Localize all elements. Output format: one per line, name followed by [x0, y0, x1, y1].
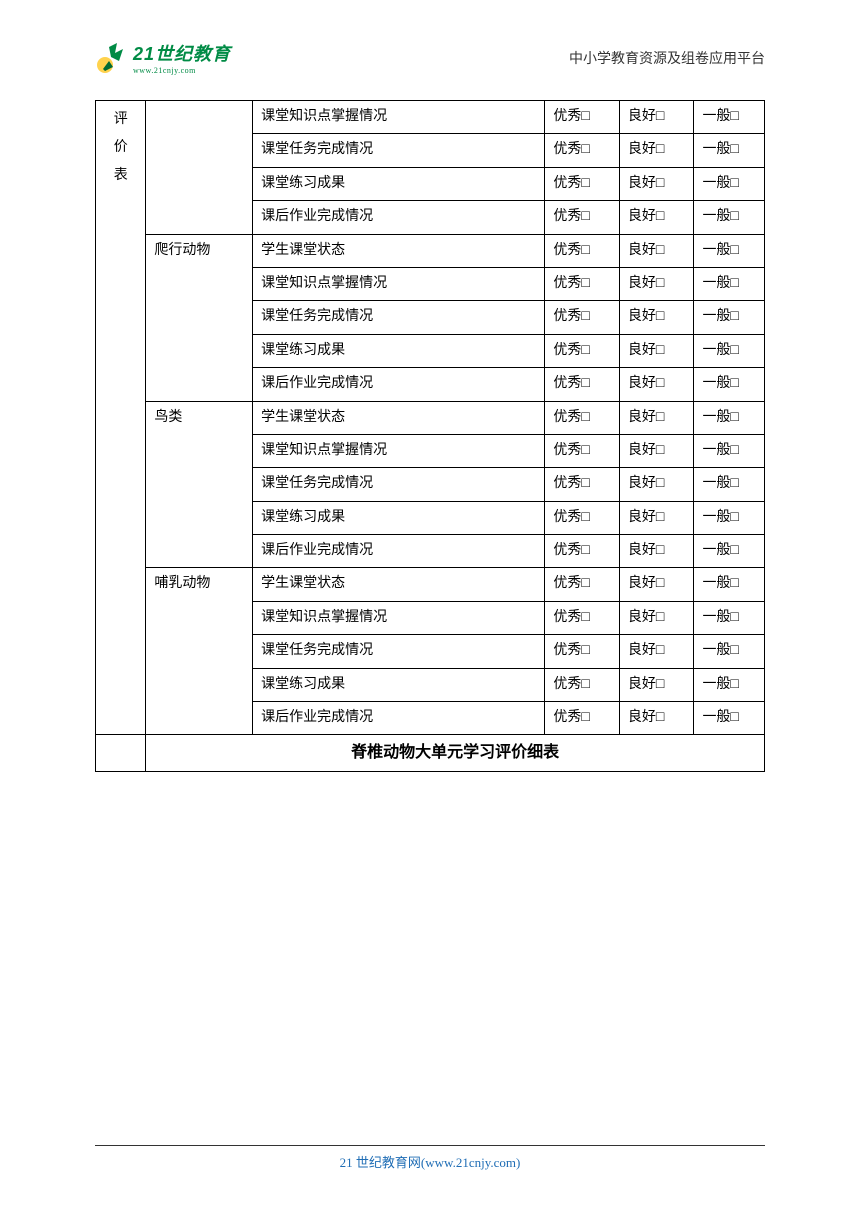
rating-good[interactable]: 良好□: [619, 234, 694, 267]
rating-excellent[interactable]: 优秀□: [545, 668, 620, 701]
criteria-cell: 课后作业完成情况: [253, 201, 545, 234]
evaluation-table: 评价表课堂知识点掌握情况优秀□良好□一般□课堂任务完成情况优秀□良好□一般□课堂…: [95, 100, 765, 772]
rating-normal[interactable]: 一般□: [694, 568, 765, 601]
rating-normal[interactable]: 一般□: [694, 635, 765, 668]
rating-normal[interactable]: 一般□: [694, 434, 765, 467]
category-cell: 爬行动物: [146, 234, 253, 401]
table-footer-title-row: 脊椎动物大单元学习评价细表: [96, 735, 765, 772]
category-cell: [146, 101, 253, 235]
logo-sub-text: www.21cnjy.com: [133, 66, 231, 75]
main-content: 评价表课堂知识点掌握情况优秀□良好□一般□课堂任务完成情况优秀□良好□一般□课堂…: [95, 100, 765, 772]
rating-good[interactable]: 良好□: [619, 601, 694, 634]
rating-good[interactable]: 良好□: [619, 635, 694, 668]
header-right-text: 中小学教育资源及组卷应用平台: [569, 48, 765, 68]
rating-normal[interactable]: 一般□: [694, 468, 765, 501]
sub-header-blank: [96, 735, 146, 772]
row-header-main: 评价表: [96, 101, 146, 735]
rating-good[interactable]: 良好□: [619, 101, 694, 134]
rating-excellent[interactable]: 优秀□: [545, 601, 620, 634]
criteria-cell: 课堂任务完成情况: [253, 468, 545, 501]
rating-normal[interactable]: 一般□: [694, 134, 765, 167]
table-row: 爬行动物学生课堂状态优秀□良好□一般□: [96, 234, 765, 267]
rating-normal[interactable]: 一般□: [694, 501, 765, 534]
footer-text: 21 世纪教育网(www.21cnjy.com): [340, 1155, 521, 1170]
rating-excellent[interactable]: 优秀□: [545, 301, 620, 334]
rating-excellent[interactable]: 优秀□: [545, 201, 620, 234]
rating-good[interactable]: 良好□: [619, 167, 694, 200]
page-footer: 21 世纪教育网(www.21cnjy.com): [95, 1145, 765, 1171]
rating-excellent[interactable]: 优秀□: [545, 635, 620, 668]
rating-excellent[interactable]: 优秀□: [545, 267, 620, 300]
criteria-cell: 课堂练习成果: [253, 167, 545, 200]
category-cell: 哺乳动物: [146, 568, 253, 735]
rating-normal[interactable]: 一般□: [694, 535, 765, 568]
rating-good[interactable]: 良好□: [619, 568, 694, 601]
rating-excellent[interactable]: 优秀□: [545, 401, 620, 434]
criteria-cell: 课后作业完成情况: [253, 368, 545, 401]
rating-excellent[interactable]: 优秀□: [545, 434, 620, 467]
criteria-cell: 学生课堂状态: [253, 401, 545, 434]
rating-normal[interactable]: 一般□: [694, 601, 765, 634]
rating-excellent[interactable]: 优秀□: [545, 234, 620, 267]
criteria-cell: 学生课堂状态: [253, 568, 545, 601]
table-row: 评价表课堂知识点掌握情况优秀□良好□一般□: [96, 101, 765, 134]
rating-good[interactable]: 良好□: [619, 434, 694, 467]
rating-excellent[interactable]: 优秀□: [545, 501, 620, 534]
criteria-cell: 课堂任务完成情况: [253, 134, 545, 167]
table-row: 哺乳动物学生课堂状态优秀□良好□一般□: [96, 568, 765, 601]
rating-excellent[interactable]: 优秀□: [545, 334, 620, 367]
rating-good[interactable]: 良好□: [619, 368, 694, 401]
criteria-cell: 课后作业完成情况: [253, 702, 545, 735]
category-cell: 鸟类: [146, 401, 253, 568]
logo: 21世纪教育 www.21cnjy.com: [95, 40, 231, 75]
rating-good[interactable]: 良好□: [619, 334, 694, 367]
rating-good[interactable]: 良好□: [619, 134, 694, 167]
rating-normal[interactable]: 一般□: [694, 234, 765, 267]
criteria-cell: 课堂知识点掌握情况: [253, 601, 545, 634]
rating-excellent[interactable]: 优秀□: [545, 167, 620, 200]
criteria-cell: 课堂练习成果: [253, 501, 545, 534]
rating-good[interactable]: 良好□: [619, 401, 694, 434]
table-row: 鸟类学生课堂状态优秀□良好□一般□: [96, 401, 765, 434]
rating-normal[interactable]: 一般□: [694, 368, 765, 401]
criteria-cell: 课后作业完成情况: [253, 535, 545, 568]
rating-good[interactable]: 良好□: [619, 301, 694, 334]
rating-good[interactable]: 良好□: [619, 668, 694, 701]
criteria-cell: 课堂知识点掌握情况: [253, 434, 545, 467]
rating-excellent[interactable]: 优秀□: [545, 134, 620, 167]
rating-normal[interactable]: 一般□: [694, 401, 765, 434]
rating-excellent[interactable]: 优秀□: [545, 101, 620, 134]
rating-normal[interactable]: 一般□: [694, 334, 765, 367]
rating-good[interactable]: 良好□: [619, 201, 694, 234]
rating-excellent[interactable]: 优秀□: [545, 702, 620, 735]
rating-normal[interactable]: 一般□: [694, 668, 765, 701]
rating-normal[interactable]: 一般□: [694, 201, 765, 234]
rating-good[interactable]: 良好□: [619, 267, 694, 300]
table-footer-title: 脊椎动物大单元学习评价细表: [146, 735, 765, 772]
rating-good[interactable]: 良好□: [619, 501, 694, 534]
logo-text: 21世纪教育 www.21cnjy.com: [133, 40, 231, 75]
rating-good[interactable]: 良好□: [619, 702, 694, 735]
rating-good[interactable]: 良好□: [619, 535, 694, 568]
page-header: 21世纪教育 www.21cnjy.com 中小学教育资源及组卷应用平台: [95, 35, 765, 80]
logo-main-text: 21世纪教育: [133, 40, 231, 66]
rating-excellent[interactable]: 优秀□: [545, 568, 620, 601]
rating-normal[interactable]: 一般□: [694, 167, 765, 200]
criteria-cell: 学生课堂状态: [253, 234, 545, 267]
criteria-cell: 课堂任务完成情况: [253, 635, 545, 668]
rating-normal[interactable]: 一般□: [694, 267, 765, 300]
criteria-cell: 课堂知识点掌握情况: [253, 267, 545, 300]
rating-normal[interactable]: 一般□: [694, 702, 765, 735]
rating-excellent[interactable]: 优秀□: [545, 535, 620, 568]
criteria-cell: 课堂练习成果: [253, 334, 545, 367]
logo-icon: [95, 41, 129, 75]
rating-normal[interactable]: 一般□: [694, 101, 765, 134]
rating-excellent[interactable]: 优秀□: [545, 468, 620, 501]
criteria-cell: 课堂练习成果: [253, 668, 545, 701]
rating-good[interactable]: 良好□: [619, 468, 694, 501]
rating-normal[interactable]: 一般□: [694, 301, 765, 334]
rating-excellent[interactable]: 优秀□: [545, 368, 620, 401]
criteria-cell: 课堂任务完成情况: [253, 301, 545, 334]
criteria-cell: 课堂知识点掌握情况: [253, 101, 545, 134]
